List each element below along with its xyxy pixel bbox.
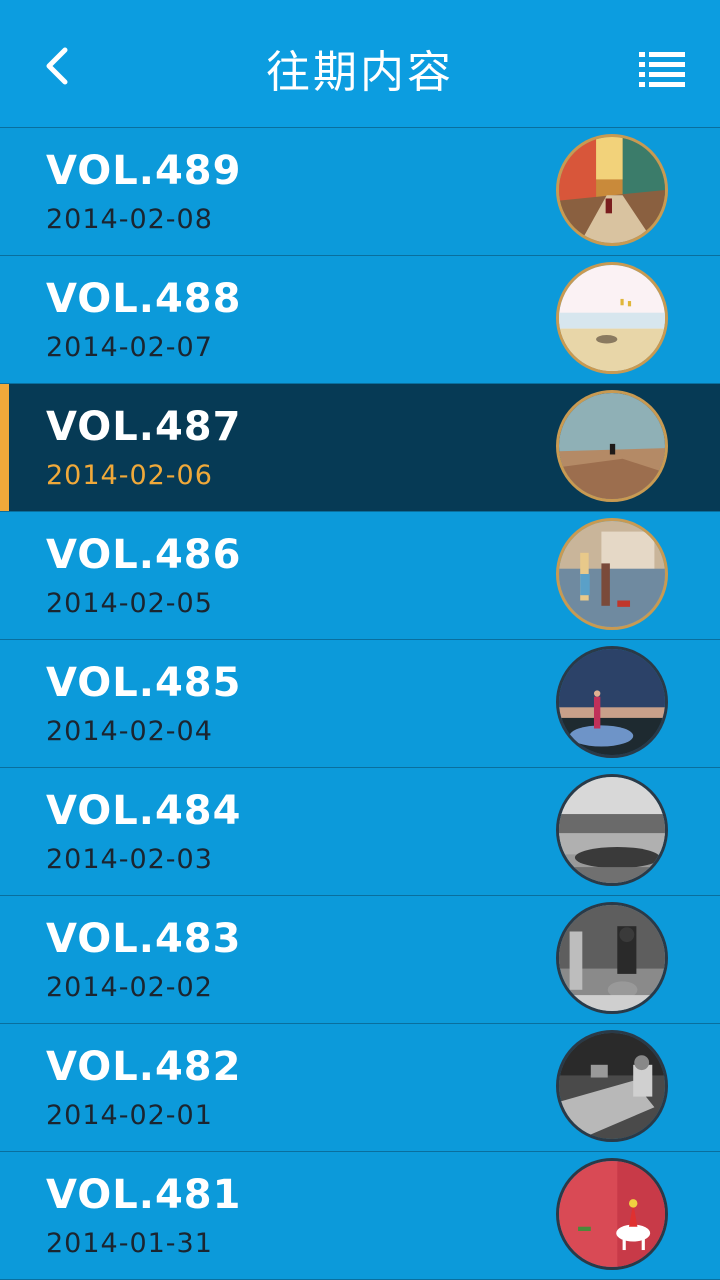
- list-item[interactable]: VOL.481 2014-01-31: [0, 1152, 720, 1280]
- issue-list: VOL.489 2014-02-08 VOL.488 2014-02-07: [0, 128, 720, 1280]
- issue-volume: VOL.482: [46, 1044, 242, 1090]
- issue-thumbnail: [556, 902, 668, 1014]
- issue-thumbnail: [556, 134, 668, 246]
- list-menu-button[interactable]: [634, 44, 690, 94]
- issue-volume: VOL.488: [46, 276, 242, 322]
- issue-thumbnail: [556, 262, 668, 374]
- issue-date: 2014-02-02: [46, 972, 213, 1003]
- list-item[interactable]: VOL.482 2014-02-01: [0, 1024, 720, 1152]
- issue-volume: VOL.487: [46, 404, 242, 450]
- back-button[interactable]: [30, 38, 82, 94]
- issue-date: 2014-02-07: [46, 332, 213, 363]
- issue-volume: VOL.485: [46, 660, 242, 706]
- issue-volume: VOL.484: [46, 788, 242, 834]
- issue-thumbnail: [556, 646, 668, 758]
- list-item[interactable]: VOL.486 2014-02-05: [0, 512, 720, 640]
- issue-volume: VOL.486: [46, 532, 242, 578]
- list-item[interactable]: VOL.488 2014-02-07: [0, 256, 720, 384]
- issue-date: 2014-02-04: [46, 716, 213, 747]
- issue-thumbnail: [556, 518, 668, 630]
- issue-volume: VOL.481: [46, 1172, 242, 1218]
- issue-date: 2014-02-03: [46, 844, 213, 875]
- selection-accent: [0, 384, 9, 511]
- issue-volume: VOL.483: [46, 916, 242, 962]
- list-item[interactable]: VOL.484 2014-02-03: [0, 768, 720, 896]
- page-title: 往期内容: [266, 47, 454, 98]
- issue-date: 2014-01-31: [46, 1228, 213, 1259]
- issue-thumbnail: [556, 1030, 668, 1142]
- issue-thumbnail: [556, 774, 668, 886]
- issue-date: 2014-02-06: [46, 460, 213, 491]
- list-item[interactable]: VOL.487 2014-02-06: [0, 384, 720, 512]
- top-bar: 往期内容: [0, 0, 720, 128]
- list-item[interactable]: VOL.483 2014-02-02: [0, 896, 720, 1024]
- issue-thumbnail: [556, 1158, 668, 1270]
- issue-thumbnail: [556, 390, 668, 502]
- issue-volume: VOL.489: [46, 148, 242, 194]
- issue-date: 2014-02-08: [46, 204, 213, 235]
- list-item[interactable]: VOL.485 2014-02-04: [0, 640, 720, 768]
- issue-date: 2014-02-01: [46, 1100, 213, 1131]
- chevron-left-icon: [46, 47, 68, 85]
- issue-date: 2014-02-05: [46, 588, 213, 619]
- list-item[interactable]: VOL.489 2014-02-08: [0, 128, 720, 256]
- list-icon: [639, 52, 685, 87]
